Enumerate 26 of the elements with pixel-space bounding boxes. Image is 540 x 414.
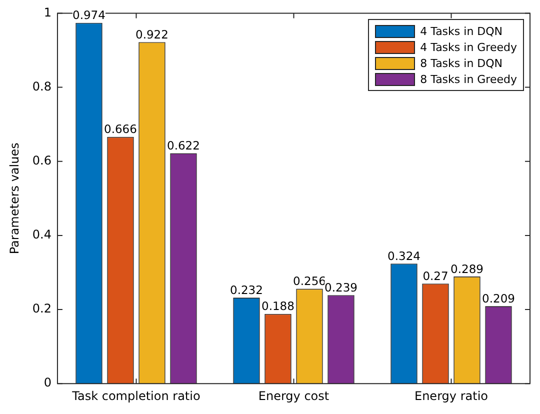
y-tick-label: 0.6 (32, 153, 52, 168)
y-tick-label: 0 (44, 376, 52, 390)
data-label: 0.974 (72, 8, 106, 22)
y-tick-label: 1 (44, 5, 52, 20)
x-tick-label: Energy ratio (414, 388, 488, 403)
y-tick-label: 0.8 (32, 79, 52, 94)
y-tick-label: 0.4 (32, 228, 52, 242)
data-label: 0.209 (482, 291, 515, 306)
data-label: 0.256 (293, 274, 326, 288)
data-label: 0.324 (388, 248, 420, 263)
data-label: 0.188 (262, 299, 294, 314)
x-tick-label: Task completion ratio (71, 388, 200, 403)
y-tick-label: 0.2 (32, 302, 52, 316)
y-axis-title: Parameters values (7, 142, 22, 254)
data-label: 0.232 (230, 282, 263, 297)
data-label: 0.239 (324, 280, 358, 294)
legend-label: 4 Tasks in Greedy (419, 40, 517, 56)
legend-label: 8 Tasks in Greedy (419, 72, 517, 88)
data-label: 0.922 (136, 27, 168, 42)
data-label: 0.622 (167, 138, 200, 152)
data-label: 0.289 (450, 262, 484, 276)
x-tick-label: Energy cost (258, 388, 330, 403)
data-label: 0.27 (422, 268, 448, 283)
legend-label: 8 Tasks in DQN (419, 56, 504, 72)
data-label: 0.666 (104, 122, 137, 136)
legend-label: 4 Tasks in DQN (419, 24, 504, 40)
